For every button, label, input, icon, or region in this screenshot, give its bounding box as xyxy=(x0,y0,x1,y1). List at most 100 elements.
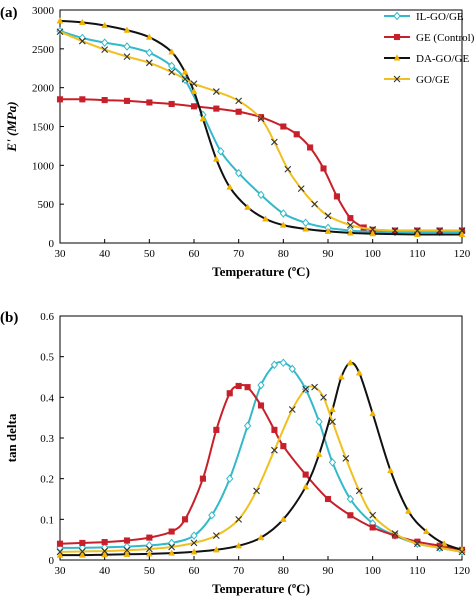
data-point xyxy=(369,409,377,417)
data-point xyxy=(145,48,153,57)
data-point xyxy=(123,546,131,554)
data-point xyxy=(302,483,310,490)
data-point xyxy=(458,227,466,234)
data-point xyxy=(320,393,327,401)
data-point xyxy=(190,531,198,540)
data-point xyxy=(244,203,252,210)
data-point xyxy=(271,426,278,433)
data-point xyxy=(235,515,243,523)
y-tick-label: 0.4 xyxy=(40,392,54,404)
data-point xyxy=(369,226,377,233)
data-point xyxy=(257,190,265,200)
y-tick-label: 3000 xyxy=(32,5,55,17)
y-axis-label: tan delta xyxy=(4,413,19,462)
data-point xyxy=(168,549,176,556)
data-point xyxy=(56,540,64,547)
data-point xyxy=(56,548,64,556)
data-point xyxy=(213,105,220,112)
data-point xyxy=(369,229,377,237)
x-axis-label: Temperature (ºC) xyxy=(212,264,310,279)
data-point xyxy=(190,539,198,547)
data-point xyxy=(293,131,300,138)
data-point xyxy=(257,380,265,390)
data-point xyxy=(212,155,220,162)
data-point xyxy=(257,402,265,409)
series-line xyxy=(59,385,463,553)
data-point xyxy=(199,115,207,122)
data-point xyxy=(279,209,287,218)
panel-b-label: (b) xyxy=(0,310,18,326)
data-point xyxy=(436,544,444,552)
data-point xyxy=(288,364,296,374)
x-tick-label: 70 xyxy=(233,248,245,260)
data-point xyxy=(262,215,269,222)
series-il-go-ge xyxy=(56,358,466,557)
data-point xyxy=(284,165,292,173)
y-tick-label: 0.1 xyxy=(40,514,54,526)
data-point xyxy=(101,38,109,47)
data-point xyxy=(78,551,86,558)
x-tick-label: 60 xyxy=(189,248,201,260)
data-point xyxy=(328,458,337,467)
data-point xyxy=(311,383,318,391)
data-point xyxy=(123,42,131,51)
data-point xyxy=(78,37,86,45)
data-point xyxy=(243,421,252,431)
x-axis-label: Temperature (ºC) xyxy=(212,581,310,596)
data-point xyxy=(346,221,354,229)
data-point xyxy=(190,87,198,95)
data-point xyxy=(123,550,131,557)
data-point xyxy=(253,487,260,495)
x-tick-label: 110 xyxy=(409,565,426,577)
data-point xyxy=(387,466,394,474)
x-tick-label: 40 xyxy=(99,565,111,577)
data-point xyxy=(302,218,310,228)
x-tick-label: 120 xyxy=(454,565,471,577)
series-line xyxy=(59,361,463,557)
data-point xyxy=(168,48,176,55)
data-point xyxy=(123,53,131,60)
data-point xyxy=(324,212,332,220)
y-tick-label: 2500 xyxy=(32,44,55,56)
data-point xyxy=(320,165,327,172)
y-tick-label: 0.2 xyxy=(40,474,54,486)
data-point xyxy=(302,385,310,393)
legend-entry-label: IL-GO/GE xyxy=(416,11,464,23)
data-point xyxy=(337,373,345,380)
data-point xyxy=(333,193,340,200)
data-point xyxy=(101,539,108,546)
plot-frame xyxy=(59,315,463,561)
data-point xyxy=(123,537,131,544)
series-go-ge xyxy=(56,28,466,234)
legend-swatch-marker xyxy=(393,54,401,61)
data-point xyxy=(146,534,153,541)
data-point xyxy=(235,382,242,389)
y-tick-label: 0 xyxy=(49,555,55,567)
data-point xyxy=(101,21,109,29)
data-point xyxy=(355,487,363,495)
data-point xyxy=(235,542,243,549)
data-point xyxy=(279,358,287,368)
data-point xyxy=(101,46,109,53)
data-point xyxy=(123,97,131,104)
data-point xyxy=(279,515,287,522)
data-point xyxy=(101,97,108,104)
data-point xyxy=(329,405,336,413)
data-point xyxy=(458,230,466,238)
x-tick-label: 40 xyxy=(99,248,111,260)
data-point xyxy=(208,510,216,520)
data-point xyxy=(146,99,153,106)
data-point xyxy=(369,524,376,531)
data-point xyxy=(458,548,466,556)
x-tick-label: 50 xyxy=(144,248,156,260)
chart-panel-a: 30 40 50 60 70 80 90 100 110 120 0 500 1000 1500 2000 2… xyxy=(4,5,474,279)
x-tick-label: 120 xyxy=(454,248,471,260)
series-line xyxy=(59,361,463,553)
data-point xyxy=(302,471,309,478)
data-point xyxy=(190,548,198,555)
data-point xyxy=(145,59,153,67)
data-point xyxy=(79,539,86,546)
series-da-go-ge xyxy=(56,17,466,238)
x-tick-label: 30 xyxy=(55,565,67,577)
x-tick-label: 30 xyxy=(55,248,67,260)
